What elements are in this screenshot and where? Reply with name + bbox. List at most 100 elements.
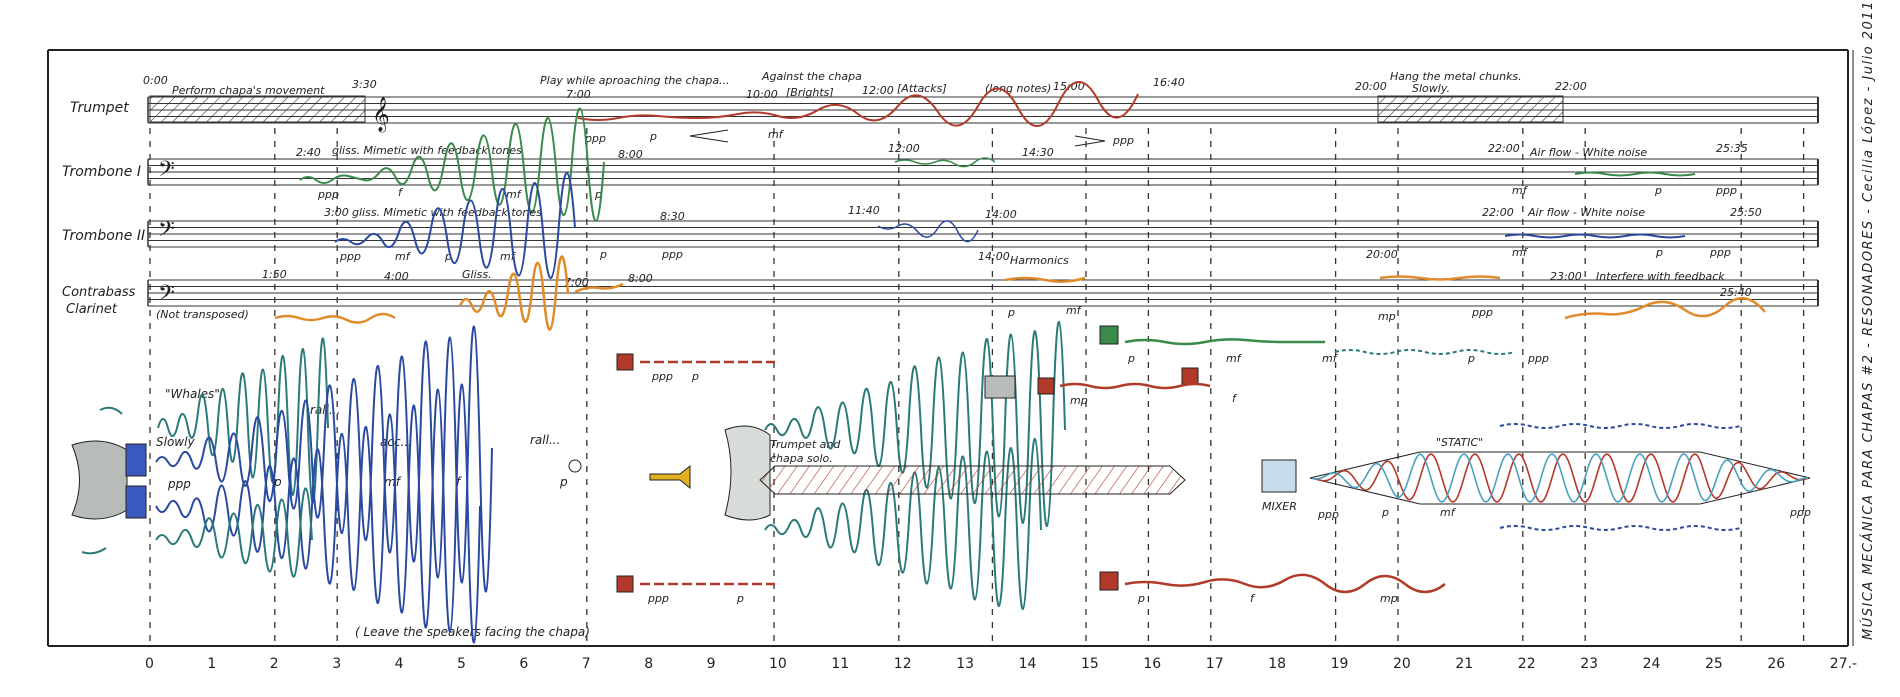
upper-dyn-4: ppp bbox=[1527, 352, 1549, 365]
tb1-dyn-5: p bbox=[1654, 184, 1662, 197]
cl-squiggle-4 bbox=[1004, 276, 1086, 283]
trumpet-time-1: 3:30 bbox=[352, 78, 377, 91]
trumpet-note-7: Slowly. bbox=[1412, 82, 1450, 95]
rall-label-2: rall... bbox=[530, 433, 560, 447]
tb1-time-2: 12:00 bbox=[888, 142, 920, 155]
right-upper-teal bbox=[1499, 423, 1741, 429]
timeline-tick-7: 7 bbox=[582, 656, 591, 672]
trumpet-note-4: [Attacks] bbox=[897, 82, 947, 95]
timeline-tick-10: 10 bbox=[769, 656, 787, 672]
solo-line-2: chapa solo. bbox=[770, 452, 833, 465]
chapa-shape bbox=[71, 440, 128, 520]
mixer-dyn-1: p bbox=[1381, 506, 1389, 519]
trumpet-time-2: 7:00 bbox=[566, 88, 591, 101]
dyn-row-1: p bbox=[273, 475, 282, 489]
gadget-icon-2 bbox=[616, 575, 634, 593]
upper-dyn-3: p bbox=[1467, 352, 1475, 365]
cl-time-0: 1:50 bbox=[262, 268, 287, 281]
gadget-icon-5 bbox=[1099, 571, 1119, 591]
trumpet-note-2: Against the chapa bbox=[761, 70, 862, 83]
trumpet-icon bbox=[649, 464, 691, 490]
cl-time-1: 4:00 bbox=[384, 270, 409, 283]
mixer-dyn: ppp p mf bbox=[1317, 506, 1457, 521]
gadget-icon-3 bbox=[1037, 377, 1055, 395]
cl-note-2: Harmonics bbox=[1010, 254, 1069, 267]
tb2-feedback-1 bbox=[877, 220, 979, 243]
label-trumpet: Trumpet bbox=[70, 100, 129, 116]
timeline-tick-26: 26 bbox=[1767, 656, 1785, 672]
static-label: "STATIC" bbox=[1436, 436, 1483, 449]
trumpet-time-0: 0:00 bbox=[143, 74, 168, 87]
timeline-tick-15: 15 bbox=[1081, 656, 1099, 672]
tb2-dyn-6: mf bbox=[1512, 246, 1529, 259]
dyn-row-2: mf bbox=[384, 475, 402, 489]
tb2-dyn-4: p bbox=[599, 248, 607, 261]
timeline-tick-4: 4 bbox=[395, 656, 404, 672]
staves bbox=[147, 96, 1819, 307]
gadget-icon-1 bbox=[616, 353, 634, 371]
upper-dyn-2: mf bbox=[1322, 352, 1339, 365]
timeline-tick-2: 2 bbox=[270, 656, 279, 672]
label-trombone-2: Trombone II bbox=[62, 228, 145, 244]
trumpet-squiggle bbox=[577, 81, 1139, 127]
lower-dyn-0: p bbox=[1137, 592, 1145, 605]
tb2-dyn-1: mf bbox=[395, 250, 412, 263]
tb2-feedback-2 bbox=[1504, 233, 1686, 239]
tb1-squiggle bbox=[299, 107, 605, 222]
tb1-time-1: 8:00 bbox=[618, 148, 643, 161]
gadget-dyn: ppp p ppp p bbox=[647, 370, 744, 605]
trumpet-note-0: Perform chapa's movement bbox=[172, 84, 325, 97]
static-wave-blue bbox=[1311, 453, 1809, 503]
mid-f: f bbox=[1232, 392, 1238, 405]
tb1-note-1: Air flow - White noise bbox=[1529, 146, 1647, 159]
mid-green-line bbox=[1124, 338, 1325, 346]
timeline-tick-13: 13 bbox=[956, 656, 974, 672]
trumpet-dyn-0: ppp bbox=[584, 132, 606, 145]
gadget-grey-icon bbox=[984, 375, 1016, 399]
mixer-dyn-2: mf bbox=[1440, 506, 1457, 519]
timeline-tick-1: 1 bbox=[207, 656, 216, 672]
cl-dyn-3: ppp bbox=[1471, 306, 1493, 319]
cl-time-7: 25:40 bbox=[1720, 286, 1752, 299]
side-title: MÚSICA MECÁNICA PARA CHAPAS #2 - RESONAD… bbox=[1860, 0, 1876, 640]
chapa-center-shape bbox=[724, 425, 771, 521]
tb1-time-0: 2:40 bbox=[296, 146, 321, 159]
static-wave-red bbox=[1311, 453, 1809, 503]
trumpet-time-3: 10:00 bbox=[746, 88, 778, 101]
bass-clef-icon-1: 𝄢 bbox=[158, 157, 175, 187]
tb1-time-3: 14:30 bbox=[1022, 146, 1054, 159]
timeline-tick-18: 18 bbox=[1268, 656, 1286, 672]
timeline-tick-19: 19 bbox=[1331, 656, 1349, 672]
dyn-row-4: p bbox=[559, 475, 568, 489]
trumpet-dyn-2: mf bbox=[768, 128, 785, 141]
lower-red-line bbox=[1124, 573, 1446, 594]
speaker-icon-1 bbox=[125, 443, 147, 477]
bass-clef-icon-3: 𝄢 bbox=[158, 281, 175, 311]
solo-wave-bottom bbox=[764, 438, 1042, 610]
cl-squiggle-6 bbox=[1564, 297, 1766, 320]
tb2-note-0: gliss. Mimetic with feedback tones bbox=[352, 206, 542, 219]
solo-line-1: Trumpet and bbox=[770, 438, 841, 451]
cl-time-2: 7:00 bbox=[564, 276, 589, 289]
upper-teal-line bbox=[1334, 349, 1516, 355]
trumpet-time-8: 22:00 bbox=[1555, 80, 1587, 93]
hatched-band bbox=[759, 465, 1186, 495]
lower-dyn-2: mp bbox=[1380, 592, 1398, 605]
timeline-tick-12: 12 bbox=[894, 656, 912, 672]
solo-label: Trumpet and chapa solo. bbox=[770, 438, 844, 465]
cl-squiggle-3 bbox=[574, 282, 624, 294]
asterisk-marker-icon bbox=[568, 459, 582, 473]
timeline-tick-5: 5 bbox=[457, 656, 466, 672]
right-lower-teal bbox=[1499, 525, 1741, 531]
timeline-tick-16: 16 bbox=[1143, 656, 1161, 672]
tb1-time-4: 22:00 bbox=[1488, 142, 1520, 155]
label-clarinet-line1: Contrabass bbox=[62, 285, 136, 300]
trumpet-hairpin-1 bbox=[689, 129, 729, 143]
solo-wave-top bbox=[764, 321, 1066, 527]
mid-red-line bbox=[1059, 382, 1211, 390]
trumpet-note-6: Hang the metal chunks. bbox=[1390, 70, 1522, 83]
trumpet-note-5: (long notes) bbox=[985, 82, 1051, 95]
tb1-dyn-3: p bbox=[594, 188, 602, 201]
trombone1-annotations: 2:40 8:00 12:00 14:30 22:00 25:35 gliss.… bbox=[296, 142, 1748, 201]
dyn-row-3: f bbox=[456, 475, 462, 489]
